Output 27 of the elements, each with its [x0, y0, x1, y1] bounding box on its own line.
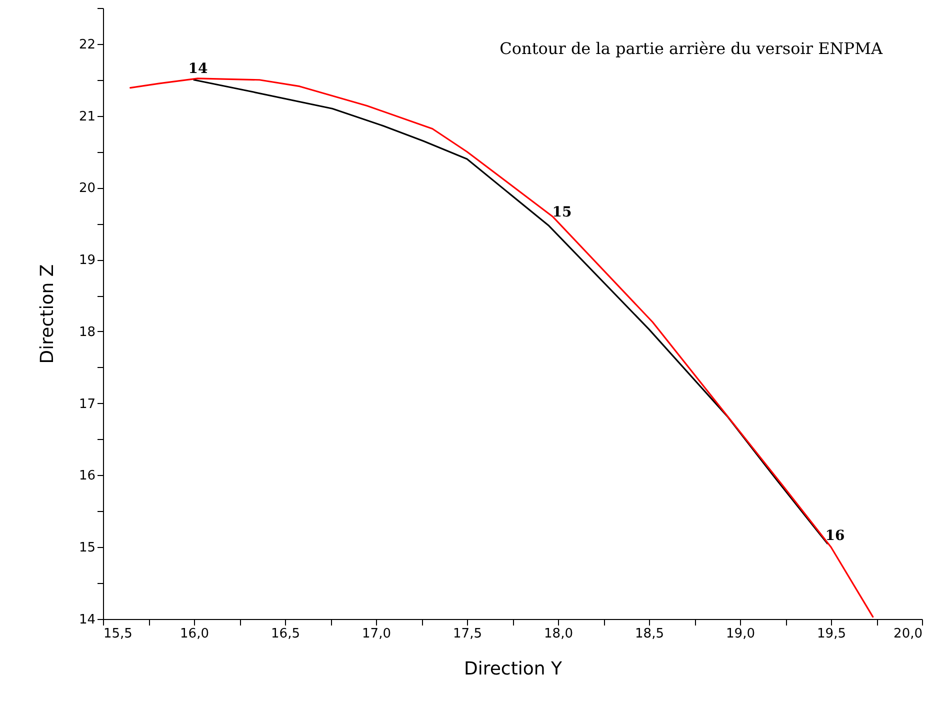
annotation: 15: [552, 204, 572, 221]
y-tick-label: 19: [78, 253, 96, 268]
y-tick-label: 15: [78, 540, 96, 556]
line-series: [130, 78, 874, 618]
x-tick-label: 16,5: [271, 626, 300, 642]
x-tick-label: 17,5: [453, 626, 482, 642]
y-tick-label: 16: [78, 468, 96, 484]
x-tick-label: 18,0: [544, 626, 573, 642]
annotation: 14: [188, 60, 208, 77]
line-series: [193, 79, 828, 544]
y-tick-label: 21: [78, 109, 96, 124]
text: Contour de la partie arrière du versoir ENPMA: [500, 39, 883, 58]
y-tick-label: 17: [78, 396, 96, 412]
x-tick-label: 17,0: [362, 626, 391, 642]
x-tick-label: 20,0: [894, 626, 922, 642]
y-tick-label: 18: [78, 324, 96, 340]
annotation: 16: [825, 528, 845, 544]
y-tick-label: 14: [78, 612, 96, 628]
y-axis-title: Direction Z: [36, 264, 58, 364]
x-tick-label: 19,0: [726, 626, 755, 642]
x-tick-label: 15,5: [104, 626, 132, 642]
y-tick-label: 22: [78, 37, 96, 52]
x-tick-label: 18,5: [635, 626, 664, 642]
x-tick-label: 19,5: [817, 626, 846, 642]
x-tick-label: 16,0: [180, 626, 209, 642]
x-axis-title: Direction Y: [464, 658, 564, 680]
y-tick-label: 20: [78, 181, 96, 196]
